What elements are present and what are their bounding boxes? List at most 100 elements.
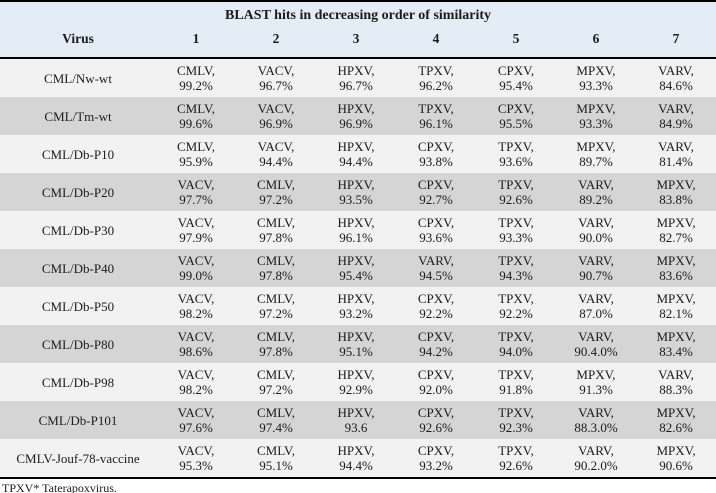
hit-virus-label: VACV, xyxy=(177,215,215,230)
hit-similarity-value: 90.7% xyxy=(579,268,613,283)
column-header-rank-7: 7 xyxy=(636,30,716,59)
hit-similarity-value: 82.1% xyxy=(659,306,693,321)
hit-similarity-value: 92.7% xyxy=(419,192,453,207)
column-header-row: Virus 1 2 3 4 5 6 7 xyxy=(0,30,716,59)
blast-hit-cell: TPXV, 94.0% xyxy=(476,325,556,363)
table-row: CML/Db-P101 VACV, 97.6% CMLV, 97.4% HPXV, 93.6… xyxy=(0,401,716,439)
hit-similarity-value: 95.1% xyxy=(339,344,373,359)
virus-name-cell: CML/Db-P50 xyxy=(41,298,115,314)
hit-similarity-value: 93.3% xyxy=(499,230,533,245)
blast-hit-cell: CMLV, 97.4% xyxy=(236,401,316,439)
hit-virus-label: TPXV, xyxy=(498,405,534,420)
hit-similarity-value: 93.2% xyxy=(339,306,373,321)
hit-virus-label: CMLV, xyxy=(257,215,295,230)
hit-similarity-value: 91.3% xyxy=(579,382,613,397)
column-header-rank-3: 3 xyxy=(316,30,396,59)
hit-similarity-value: 96.7% xyxy=(259,78,293,93)
blast-hit-cell: MPXV, 91.3% xyxy=(556,363,636,401)
hit-similarity-value: 91.8% xyxy=(499,382,533,397)
blast-hit-cell: CMLV, 97.2% xyxy=(236,173,316,211)
hit-similarity-value: 84.6% xyxy=(659,78,693,93)
hit-similarity-value: 93.2% xyxy=(419,458,453,473)
hit-virus-label: TPXV, xyxy=(498,177,534,192)
blast-hit-cell: VACV, 96.7% xyxy=(236,58,316,97)
table-row: CML/Db-P40 VACV, 99.0% CMLV, 97.8% HPXV, 95.4%… xyxy=(0,249,716,287)
blast-hit-cell: VACV, 98.2% xyxy=(156,287,236,325)
hit-similarity-value: 89.7% xyxy=(579,154,613,169)
blast-hit-cell: CPXV, 95.5% xyxy=(476,97,556,135)
hit-virus-label: CMLV, xyxy=(177,139,215,154)
hit-similarity-value: 97.2% xyxy=(259,382,293,397)
blast-hit-cell: VARV, 88.3% xyxy=(636,363,716,401)
hit-similarity-value: 97.2% xyxy=(259,306,293,321)
blast-hit-cell: CMLV, 97.8% xyxy=(236,211,316,249)
blast-hit-cell: VARV, 88.3.0% xyxy=(556,401,636,439)
hit-similarity-value: 94.0% xyxy=(499,344,533,359)
hit-similarity-value: 97.8% xyxy=(259,230,293,245)
blast-hit-cell: VARV, 94.5% xyxy=(396,249,476,287)
table-row: CML/Db-P80 VACV, 98.6% CMLV, 97.8% HPXV, 95.1%… xyxy=(0,325,716,363)
blast-hit-cell: MPXV, 82.7% xyxy=(636,211,716,249)
blast-hit-cell: HPXV, 96.9% xyxy=(316,97,396,135)
hit-similarity-value: 94.4% xyxy=(259,154,293,169)
blast-hit-cell: CMLV, 95.1% xyxy=(236,439,316,479)
blast-hit-cell: MPXV, 90.6% xyxy=(636,439,716,479)
hit-similarity-value: 94.3% xyxy=(499,268,533,283)
blast-hit-cell: MPXV, 82.1% xyxy=(636,287,716,325)
blast-hit-cell: HPXV, 95.4% xyxy=(316,249,396,287)
hit-virus-label: MPXV, xyxy=(576,367,616,382)
blast-hit-cell: TPXV, 93.3% xyxy=(476,211,556,249)
table-row: CML/Db-P10 CMLV, 95.9% VACV, 94.4% HPXV, 94.4%… xyxy=(0,135,716,173)
hit-similarity-value: 98.6% xyxy=(179,344,213,359)
hit-virus-label: CPXV, xyxy=(497,101,535,116)
hit-similarity-value: 90.6% xyxy=(659,458,693,473)
blast-hit-cell: CMLV, 99.6% xyxy=(156,97,236,135)
blast-hit-cell: HPXV, 93.2% xyxy=(316,287,396,325)
hit-similarity-value: 90.2.0% xyxy=(574,458,618,473)
hit-similarity-value: 93.6% xyxy=(419,230,453,245)
hit-similarity-value: 92.2% xyxy=(419,306,453,321)
hit-virus-label: VACV, xyxy=(257,101,295,116)
hit-similarity-value: 97.8% xyxy=(259,344,293,359)
blast-hit-cell: HPXV, 93.6 xyxy=(316,401,396,439)
hit-similarity-value: 82.7% xyxy=(659,230,693,245)
hit-similarity-value: 92.6% xyxy=(419,420,453,435)
table-row: CML/Db-P98 VACV, 98.2% CMLV, 97.2% HPXV, 92.9%… xyxy=(0,363,716,401)
hit-virus-label: VACV, xyxy=(177,253,215,268)
virus-name-cell: CML/Db-P40 xyxy=(41,260,115,276)
hit-virus-label: HPXV, xyxy=(337,367,375,382)
blast-hit-cell: VARV, 90.0% xyxy=(556,211,636,249)
hit-similarity-value: 98.2% xyxy=(179,306,213,321)
blast-hit-cell: VARV, 89.2% xyxy=(556,173,636,211)
blast-hit-cell: MPXV, 89.7% xyxy=(556,135,636,173)
blast-hit-cell: TPXV, 92.2% xyxy=(476,287,556,325)
virus-name-cell: CML/Db-P101 xyxy=(38,412,118,428)
table-row: CML/Db-P30 VACV, 97.9% CMLV, 97.8% HPXV, 96.1%… xyxy=(0,211,716,249)
blast-hit-cell: VARV, 84.9% xyxy=(636,97,716,135)
hit-similarity-value: 97.7% xyxy=(179,192,213,207)
blast-hit-cell: CPXV, 95.4% xyxy=(476,58,556,97)
blast-hit-cell: HPXV, 92.9% xyxy=(316,363,396,401)
hit-virus-label: VACV, xyxy=(257,139,295,154)
hit-virus-label: VARV, xyxy=(578,443,614,458)
column-header-rank-5: 5 xyxy=(476,30,556,59)
hit-virus-label: MPXV, xyxy=(576,101,616,116)
table-row: CML/Db-P50 VACV, 98.2% CMLV, 97.2% HPXV, 93.2%… xyxy=(0,287,716,325)
blast-hit-cell: MPXV, 83.6% xyxy=(636,249,716,287)
hit-similarity-value: 97.8% xyxy=(259,268,293,283)
blast-hit-cell: VACV, 98.6% xyxy=(156,325,236,363)
hit-similarity-value: 93.5% xyxy=(339,192,373,207)
hit-virus-label: TPXV, xyxy=(498,329,534,344)
hit-similarity-value: 98.2% xyxy=(179,382,213,397)
hit-virus-label: MPXV, xyxy=(656,177,696,192)
blast-hit-cell: VACV, 95.3% xyxy=(156,439,236,479)
hit-similarity-value: 97.2% xyxy=(259,192,293,207)
column-header-virus: Virus xyxy=(0,30,156,59)
hit-virus-label: VARV, xyxy=(578,177,614,192)
hit-virus-label: VARV, xyxy=(578,291,614,306)
hit-virus-label: CMLV, xyxy=(177,101,215,116)
virus-name-cell: CML/Db-P30 xyxy=(41,222,115,238)
blast-hit-cell: TPXV, 96.1% xyxy=(396,97,476,135)
blast-hit-cell: CPXV, 93.2% xyxy=(396,439,476,479)
virus-name-cell: CML/Db-P80 xyxy=(41,336,115,352)
